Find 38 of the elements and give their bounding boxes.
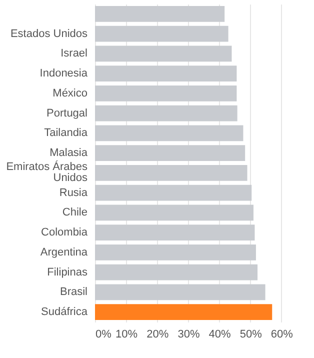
y-tick-label: Estados Unidos (10, 28, 88, 40)
bar (95, 6, 225, 22)
x-tick-label: 60% (270, 328, 294, 340)
y-tick-label: Malasia (50, 147, 88, 160)
bar (95, 125, 244, 142)
bar (95, 204, 254, 221)
y-tick-label: Israel (60, 48, 88, 60)
y-tick-label: Chile (62, 206, 88, 219)
y-tick-label: Emiratos Árabes Unidos (6, 160, 88, 184)
bar (95, 304, 272, 320)
bar (95, 264, 258, 280)
x-tick-label: 20% (146, 328, 169, 340)
bar (95, 85, 237, 102)
bar (95, 46, 232, 62)
y-tick-label: Brasil (60, 286, 88, 298)
bar (95, 26, 228, 42)
bar (95, 224, 255, 241)
x-tick-label: 50% (240, 328, 262, 340)
y-tick-label: Tailandia (44, 127, 88, 140)
y-tick-label: Rusia (59, 186, 88, 199)
x-tick-label: 10% (116, 328, 138, 340)
y-tick-label: Filipinas (47, 266, 88, 278)
x-tick-label: 0% (96, 328, 112, 340)
bar (95, 284, 266, 300)
bar (95, 66, 237, 82)
y-tick-label: Sudáfrica (41, 306, 88, 318)
y-tick-label: Portugal (46, 107, 88, 120)
bar (95, 145, 246, 162)
bar (95, 244, 256, 260)
bar (95, 164, 248, 181)
y-tick-label: Indonesia (40, 68, 88, 80)
y-tick-label: Colombia (41, 226, 88, 239)
y-tick-label: Argentina (40, 246, 88, 258)
y-tick-label: México (52, 87, 88, 100)
x-tick-label: 40% (208, 328, 232, 340)
bar (95, 105, 238, 122)
bar (95, 184, 252, 201)
x-tick-label: 30% (178, 328, 200, 340)
